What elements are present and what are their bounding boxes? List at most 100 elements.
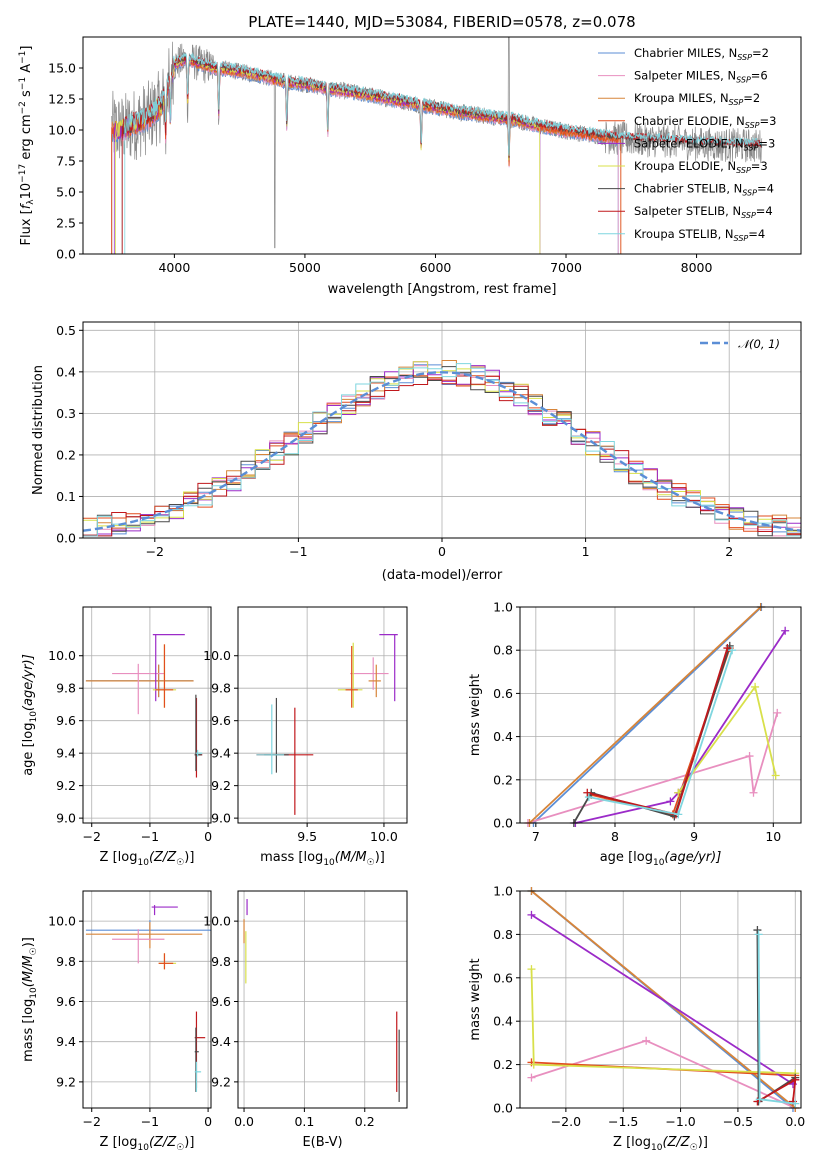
y-tick-label: 9.2: [211, 1074, 231, 1089]
massweight-series-line: [532, 606, 763, 824]
y-tick-label: 9.2: [211, 778, 231, 793]
y-tick-label: 12.5: [48, 92, 76, 107]
legend-label: 𝒩(0, 1): [738, 337, 780, 351]
y-tick-label: 9.2: [56, 778, 76, 793]
x-tick-label: 7000: [550, 260, 582, 275]
x-axis-label: Z [log10(Z/Z☉)]: [100, 850, 195, 868]
massweight-series-line: [528, 606, 762, 824]
massweight-series-line: [531, 914, 797, 1086]
massweight-marker: [527, 965, 536, 974]
y-tick-label: 0.6: [493, 970, 513, 985]
errorbar-area: [85, 905, 211, 1092]
x-tick-label: 0: [204, 1114, 212, 1129]
y-tick-label: 9.2: [56, 1074, 76, 1089]
massweight-marker: [773, 708, 782, 717]
y-tick-label: 0.0: [493, 1101, 513, 1116]
y-tick-label: 9.6: [211, 994, 231, 1009]
model-spectrum-line: [124, 52, 763, 254]
y-tick-label: 0.2: [493, 1057, 513, 1072]
y-tick-label: 9.8: [56, 954, 76, 969]
panel-massweight-vs-Z: −2.0 −1.5 −1.0 −0.5 0.0 0.0 0.2 0.4 0.6 0.8 1.0 mas…: [468, 884, 805, 1154]
axes-frame: [237, 890, 408, 1109]
y-tick-label: 0.4: [493, 1014, 513, 1029]
axes-frame: [82, 36, 802, 255]
legend-label: Salpeter STELIB, NSSP=4: [634, 204, 773, 220]
legend-label: Kroupa MILES, NSSP=2: [634, 91, 760, 107]
massweight-marker: [723, 644, 732, 653]
x-tick-label: 7: [532, 829, 540, 844]
panel-spectrum: 4000 5000 6000 7000 8000 0.0 2.5 5.0 7.5 10.0 12.5…: [18, 13, 802, 297]
y-tick-label: 9.6: [56, 713, 76, 728]
y-tick-label: 2.5: [56, 216, 76, 231]
massweight-marker: [781, 626, 790, 635]
legend-label: Chabrier MILES, NSSP=2: [634, 46, 769, 62]
y-tick-label: 9.0: [56, 811, 76, 826]
errorbar-point: [350, 657, 389, 690]
x-tick-label: −1: [141, 1114, 159, 1129]
errorbar-area: [243, 899, 400, 1102]
x-tick-label: −0.5: [723, 1114, 753, 1129]
massweight-series-line: [590, 647, 731, 816]
errorbar-point: [112, 663, 165, 715]
y-tick-label: 0.8: [493, 927, 513, 942]
y-tick-label: 0.5: [56, 323, 76, 338]
y-axis-label: mass weight: [468, 958, 483, 1040]
y-tick-label: 1.0: [493, 884, 513, 899]
x-tick-label: 8000: [681, 260, 713, 275]
x-tick-label: 8: [611, 829, 619, 844]
errorbar-point: [195, 749, 203, 757]
x-axis-label: wavelength [Angstrom, rest frame]: [328, 282, 557, 297]
massweight-marker: [749, 788, 758, 797]
legend-label: Chabrier ELODIE, NSSP=3: [634, 114, 776, 130]
y-tick-label: 9.4: [56, 1034, 76, 1049]
y-tick-label: 0.8: [493, 643, 513, 658]
y-tick-label: 7.5: [56, 154, 76, 169]
y-tick-label: 9.4: [211, 1034, 231, 1049]
massweight-series-line: [588, 649, 733, 816]
model-spectrum-line: [115, 56, 541, 254]
massweight-series-line: [575, 630, 786, 824]
y-axis-label: age [log10(age/yr)]: [21, 654, 39, 776]
errorbar-point: [155, 644, 174, 708]
massweight-marker: [583, 788, 592, 797]
x-tick-label: −1: [141, 829, 159, 844]
y-tick-label: 0.4: [56, 364, 76, 379]
errorbar-point: [194, 1061, 202, 1092]
normal-reference-curve: [83, 371, 801, 532]
y-tick-label: 10.0: [203, 648, 231, 663]
x-tick-label: 10.0: [370, 829, 398, 844]
x-tick-label: −1.5: [608, 1114, 638, 1129]
residual-histogram-series: [83, 375, 801, 538]
y-tick-label: 0.2: [493, 772, 513, 787]
y-tick-label: 5.0: [56, 185, 76, 200]
panel-massweight-vs-age: 7 8 9 10 0.0 0.2 0.4 0.6 0.8 1.0 mass weight age [l…: [468, 600, 802, 868]
x-tick-label: 0.0: [234, 1114, 254, 1129]
y-tick-label: 15.0: [48, 61, 76, 76]
x-axis-label: mass [log10(M/M☉)]: [260, 850, 385, 868]
x-tick-label: 0: [204, 829, 212, 844]
x-tick-label: 9: [690, 829, 698, 844]
x-tick-label: 1: [582, 544, 590, 559]
axes-frame: [82, 890, 212, 1109]
axes-frame: [519, 890, 802, 1109]
y-tick-label: 9.8: [211, 954, 231, 969]
x-axis-label: E(B-V): [302, 1135, 342, 1150]
massweight-marker: [751, 682, 760, 691]
spectrum-plot-area: [111, 37, 763, 254]
y-tick-label: 0.3: [56, 406, 76, 421]
legend-label: Kroupa STELIB, NSSP=4: [634, 227, 765, 243]
x-axis-label: Z [log10(Z/Z☉)]: [100, 1135, 195, 1153]
massweight-marker: [791, 1075, 800, 1084]
massweight-marker: [674, 788, 683, 797]
errorbar-point: [85, 922, 203, 949]
y-axis-label: Normed distribution: [31, 365, 46, 495]
y-tick-label: 10.0: [48, 123, 76, 138]
errorbar-point: [151, 905, 178, 916]
y-tick-label: 9.8: [56, 681, 76, 696]
axes-frame: [237, 606, 408, 824]
errorbar-point: [194, 694, 202, 772]
x-tick-label: −2: [83, 1114, 101, 1129]
legend: Chabrier MILES, NSSP=2 Salpeter MILES, NS…: [598, 46, 776, 243]
x-axis-label: (data-model)/error: [382, 568, 503, 583]
